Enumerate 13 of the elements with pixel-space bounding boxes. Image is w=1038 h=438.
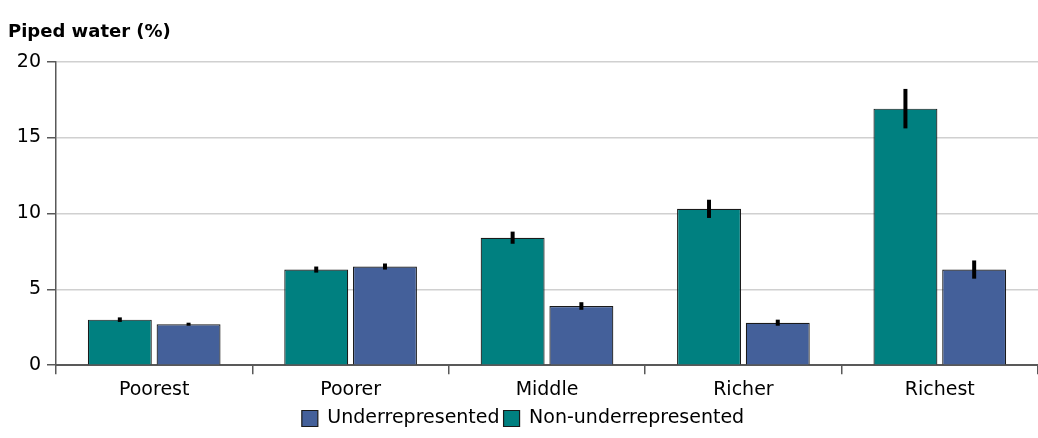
x-tick-label: Poorest [118, 376, 190, 399]
y-tick-label: 10 [16, 200, 41, 223]
legend-label: Underrepresented [327, 405, 500, 428]
y-tick-label: 15 [16, 124, 41, 147]
y-tick-label: 20 [16, 48, 41, 71]
y-axis-title: Piped water (%) [8, 20, 171, 42]
x-tick-label: Richer [713, 376, 774, 399]
x-tick-label: Middle [515, 376, 579, 399]
y-tick-label: 5 [28, 276, 41, 299]
legend-label: Non-underrepresented [529, 405, 745, 428]
x-tick-label: Poorer [320, 376, 382, 399]
y-tick-label: 0 [28, 352, 41, 375]
x-tick-label: Richest [904, 376, 975, 399]
